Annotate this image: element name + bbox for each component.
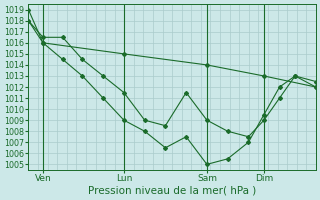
X-axis label: Pression niveau de la mer( hPa ): Pression niveau de la mer( hPa ) <box>88 186 256 196</box>
